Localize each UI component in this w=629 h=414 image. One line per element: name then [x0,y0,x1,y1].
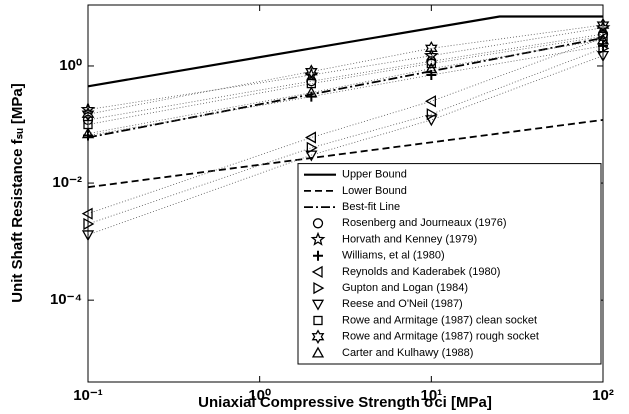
marker [304,64,318,79]
legend-label: Horvath and Kenney (1979) [342,233,477,245]
bound-line [87,15,603,88]
series-line [87,33,604,121]
legend-label: Best-fit Line [342,201,400,213]
marker [311,346,325,358]
marker [81,230,95,242]
series-line [87,36,604,125]
marker [81,127,95,139]
marker [313,250,323,261]
legend-label: Reese and O'Neil (1987) [342,298,463,310]
series-line [87,37,604,215]
legend-box [297,163,602,365]
legend-label: Lower Bound [342,185,407,197]
legend-label: Upper Bound [342,169,407,181]
marker [313,281,325,295]
legend-label: Williams, et al (1980) [342,250,445,262]
legend-label: Gupton and Logan (1984) [342,282,468,294]
marker [424,41,438,56]
marker [426,58,436,69]
x-tick-label: 10¹ [420,387,442,404]
legend: Upper Bound Lower Bound Best-fit Line Rosen… [297,163,602,365]
marker [81,207,93,220]
bound-line [87,119,604,189]
x-axis-label: Uniaxial Compressive Strength σci [MPa] [198,394,492,411]
y-tick-label: 10⁰ [59,57,82,74]
series-line [87,39,604,134]
series-line [87,55,604,236]
bound-line [87,37,604,139]
marker [313,315,323,326]
x-tick-label: 10² [592,387,614,404]
legend-label: Rosenberg and Journeaux (1976) [342,217,507,229]
x-tick-label: 10⁰ [248,387,271,404]
series-line [87,45,604,136]
marker [426,108,438,121]
marker [81,106,95,122]
marker [305,150,318,162]
marker [598,42,610,55]
marker [423,47,439,62]
marker [598,31,608,42]
marker [596,51,610,62]
series-line [87,27,604,110]
marker [426,70,437,81]
marker [305,86,318,98]
marker [312,218,324,229]
x-tick-label: 10⁻¹ [73,387,103,404]
legend-label: Rowe and Armitage (1987) rough socket [342,331,539,343]
y-tick-label: 10⁻⁴ [50,291,82,308]
legend-label: Reynolds and Kaderabek (1980) [342,266,500,278]
marker [596,33,610,45]
marker [311,299,325,311]
legend-label: Carter and Kulhawy (1988) [342,347,473,359]
marker [424,95,436,108]
marker [311,329,325,345]
y-axis-label: Unit Shaft Resistance fₛᵤ [MPa] [9,83,26,303]
marker [305,131,316,144]
marker [83,217,95,231]
series-line [87,24,604,115]
marker [311,265,323,279]
marker [596,17,610,33]
marker [80,101,96,116]
y-tick-label: 10⁻² [52,174,82,191]
marker [306,141,318,154]
series-line [87,47,604,225]
legend-label: Rowe and Armitage (1987) clean socket [342,314,537,326]
marker [425,115,438,127]
marker [310,231,326,246]
plot-frame [87,4,604,383]
marker [425,62,438,74]
